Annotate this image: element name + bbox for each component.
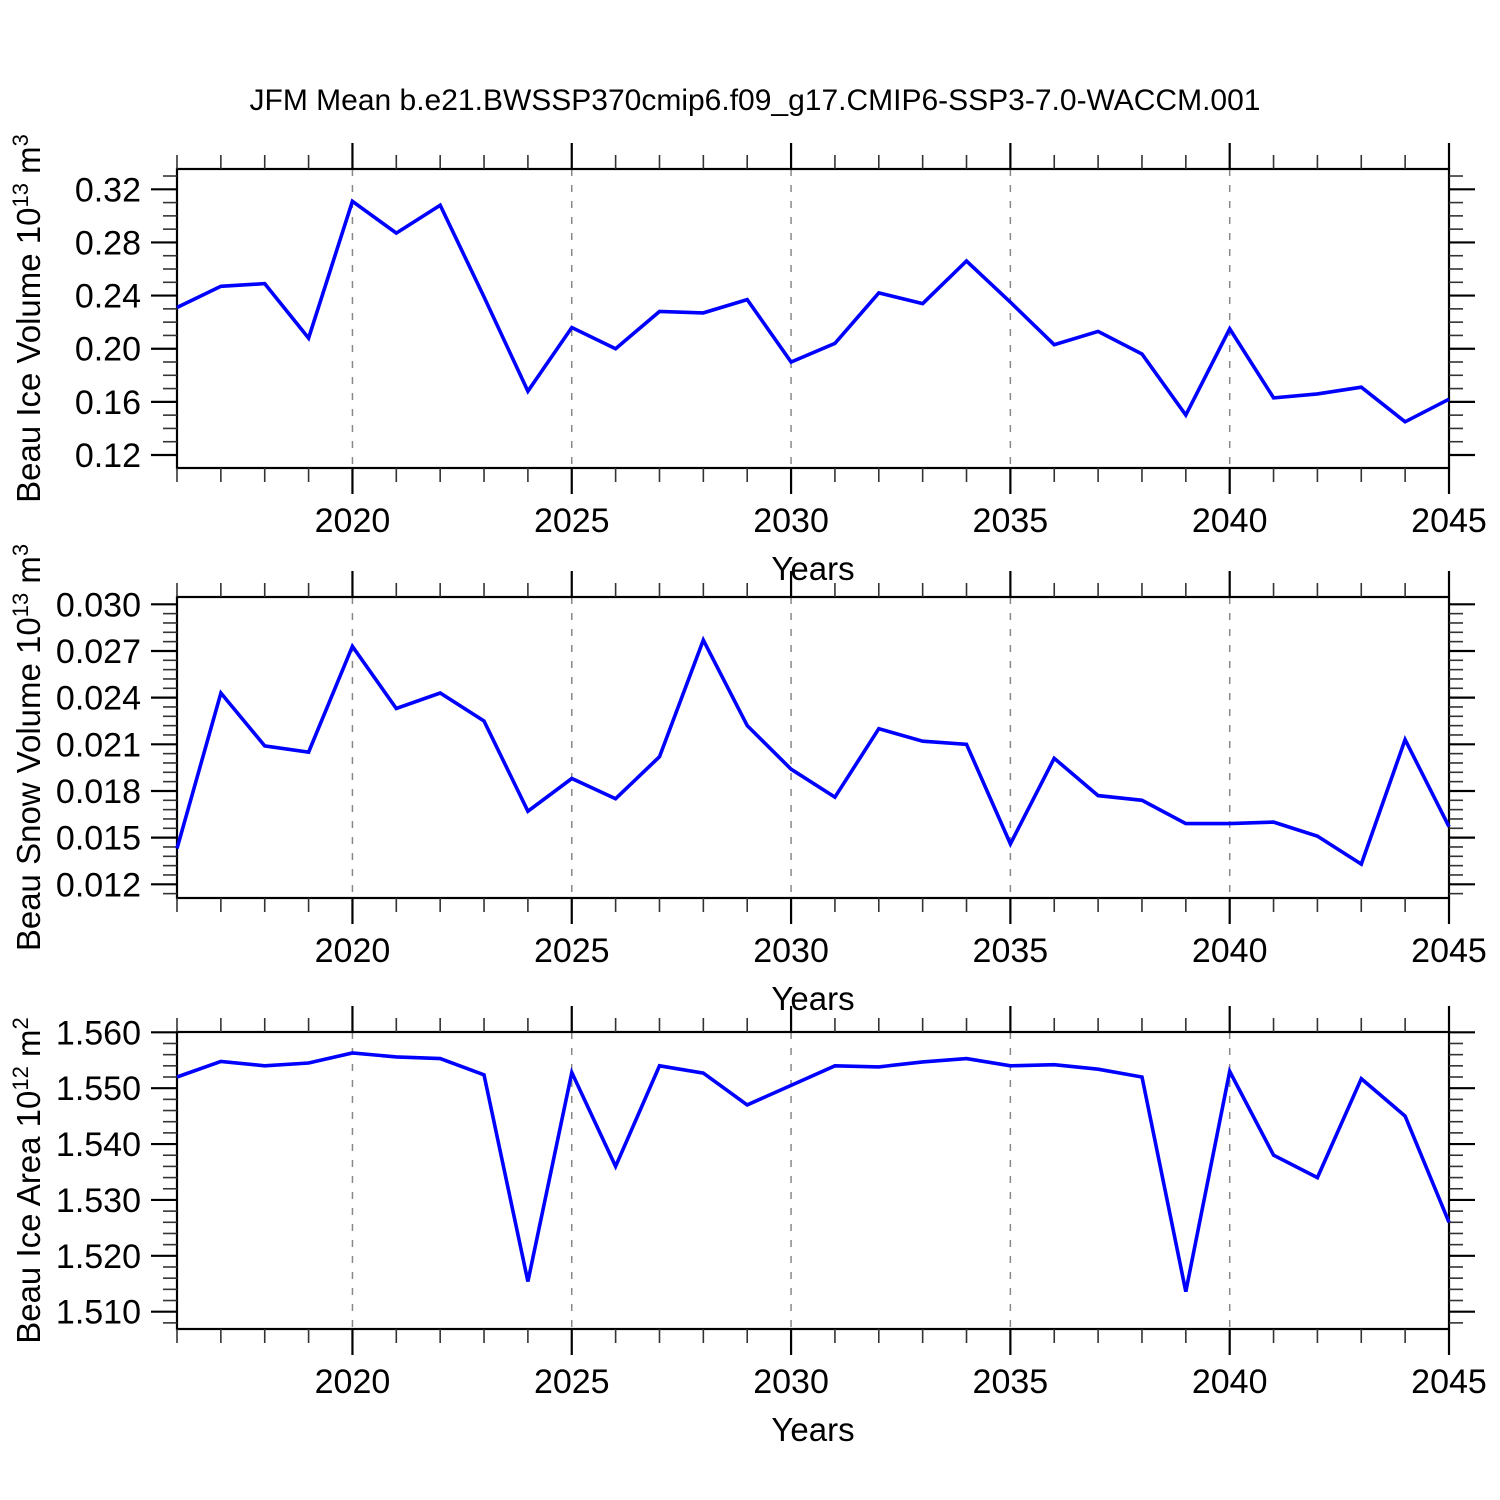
y-axis-title: Beau Snow Volume 1013 m3 [8, 544, 47, 951]
y-tick-label: 0.021 [56, 726, 141, 764]
y-tick-label: 0.32 [75, 171, 141, 209]
x-tick-label: 2020 [315, 932, 391, 970]
y-tick-label: 0.027 [56, 633, 141, 671]
y-tick-label: 0.12 [75, 437, 141, 475]
chart-panel-beau-ice-volume: 0.12 0.16 0.20 0.24 0.28 0.32 2020 2025 2030 2035… [8, 134, 1487, 587]
x-tick-label: 2030 [753, 932, 829, 970]
x-axis-title: Years [771, 1411, 854, 1448]
x-tick-label: 2040 [1192, 502, 1268, 540]
chart-panel-beau-ice-area: 1.510 1.520 1.530 1.540 1.550 1.560 2020 2025 20… [8, 1006, 1487, 1448]
plot-frame [175, 595, 1451, 900]
x-tick-label: 2020 [315, 1363, 391, 1401]
x-tick-label: 2045 [1411, 932, 1487, 970]
x-tick-label: 2040 [1192, 932, 1268, 970]
y-tick-label: 0.24 [75, 278, 141, 316]
chart-title: JFM Mean b.e21.BWSSP370cmip6.f09_g17.CMI… [250, 84, 1261, 117]
x-axis-title: Years [771, 980, 854, 1017]
y-tick-label: 0.024 [56, 680, 141, 718]
x-tick-label: 2025 [534, 1363, 610, 1401]
y-tick-label: 1.510 [56, 1294, 141, 1332]
x-tick-label: 2025 [534, 932, 610, 970]
y-tick-label: 1.530 [56, 1182, 141, 1220]
y-tick-label: 1.560 [56, 1014, 141, 1052]
y-tick-label: 1.540 [56, 1126, 141, 1164]
x-tick-label: 2020 [315, 502, 391, 540]
data-line-beau-ice-area [176, 1051, 1451, 1292]
x-tick-label: 2035 [973, 502, 1049, 540]
y-axis-title: Beau Ice Volume 1013 m3 [8, 134, 47, 503]
data-line-beau-ice-volume [176, 198, 1450, 424]
y-axis-title: Beau Ice Area 1012 m2 [8, 1017, 47, 1344]
x-tick-label: 2030 [753, 502, 829, 540]
x-tick-label: 2035 [973, 932, 1049, 970]
x-axis-title: Years [771, 550, 854, 587]
x-tick-label: 2030 [753, 1363, 829, 1401]
plot-frame [175, 1030, 1451, 1331]
x-tick-label: 2025 [534, 502, 610, 540]
x-tick-label: 2040 [1192, 1363, 1268, 1401]
x-tick-label: 2045 [1411, 1363, 1487, 1401]
y-tick-label: 0.012 [56, 866, 141, 904]
y-tick-label: 0.16 [75, 384, 141, 422]
y-tick-label: 0.018 [56, 773, 141, 811]
y-tick-label: 0.20 [75, 331, 141, 369]
y-tick-label: 0.28 [75, 224, 141, 262]
y-tick-label: 0.015 [56, 820, 141, 858]
y-tick-label: 0.030 [56, 586, 141, 624]
x-tick-label: 2045 [1411, 502, 1487, 540]
x-tick-label: 2035 [973, 1363, 1049, 1401]
y-tick-label: 1.520 [56, 1238, 141, 1276]
y-tick-label: 1.550 [56, 1070, 141, 1108]
plot-frame [175, 167, 1451, 470]
data-line-beau-snow-volume [175, 635, 1451, 867]
chart-panel-beau-snow-volume: 0.012 0.015 0.018 0.021 0.024 0.027 0.030 2020 2… [8, 544, 1487, 1017]
